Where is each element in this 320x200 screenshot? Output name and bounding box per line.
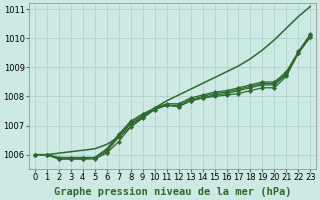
X-axis label: Graphe pression niveau de la mer (hPa): Graphe pression niveau de la mer (hPa) [54,186,291,197]
